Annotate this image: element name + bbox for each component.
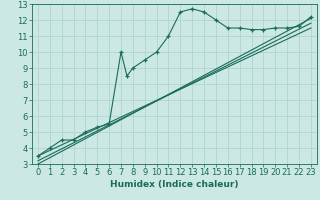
- X-axis label: Humidex (Indice chaleur): Humidex (Indice chaleur): [110, 180, 239, 189]
